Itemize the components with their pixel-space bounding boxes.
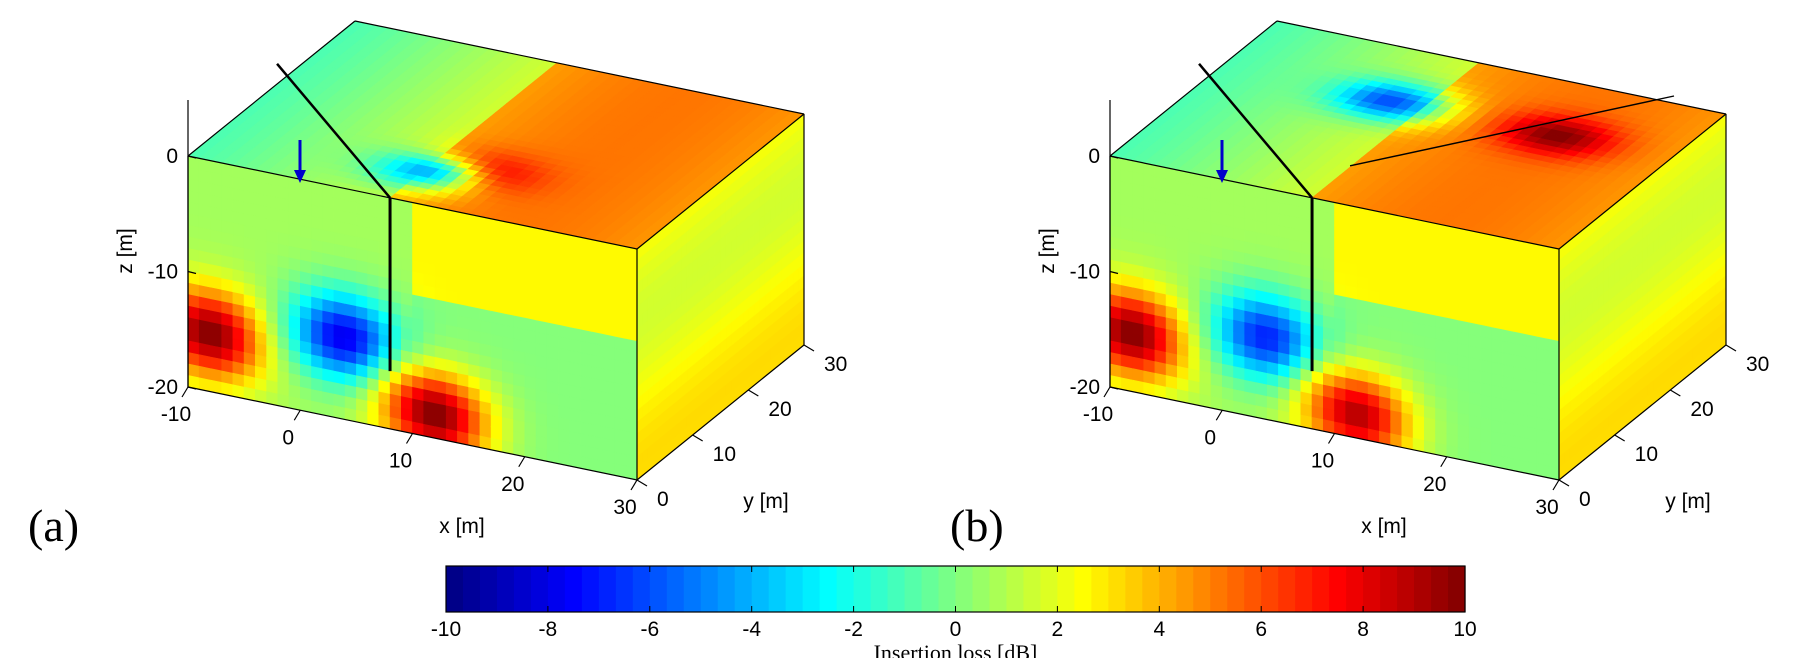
y-tick-mark [636, 479, 648, 487]
x-tick-mark [630, 479, 638, 491]
y-tick-mark [692, 434, 703, 442]
x-tick-mark [293, 409, 301, 421]
panel-a: 0 -10 -20 z [m] -10 0 10 20 30 x [m] 0 10 20 30 y [m] (… [28, 20, 847, 551]
y-tick-label: 20 [768, 398, 791, 421]
panel-label: (a) [28, 500, 79, 551]
y-tick-label: 30 [824, 353, 847, 376]
z-tick-label: -20 [148, 376, 178, 399]
x-tick-mark [405, 433, 414, 444]
x-tick-label: 10 [389, 450, 412, 473]
y-axis-label: y [m] [743, 490, 789, 513]
x-tick-label: 30 [613, 496, 636, 519]
y-tick-mark [803, 344, 815, 352]
x-tick-mark [181, 386, 189, 398]
y-tick-label: 0 [657, 488, 669, 511]
z-axis-label: z [m] [114, 228, 137, 274]
x-tick-label: 0 [282, 426, 294, 449]
z-tick-label: -10 [148, 261, 178, 284]
top-face [187, 20, 805, 250]
x-tick-label: 20 [501, 473, 524, 496]
y-tick-mark [748, 389, 759, 397]
y-tick-label: 10 [713, 443, 736, 466]
x-axis-label: x [m] [439, 515, 485, 538]
z-tick-label: 0 [166, 145, 178, 168]
x-tick-label: -10 [161, 403, 191, 426]
x-tick-mark [518, 456, 526, 468]
front-face [187, 155, 638, 481]
